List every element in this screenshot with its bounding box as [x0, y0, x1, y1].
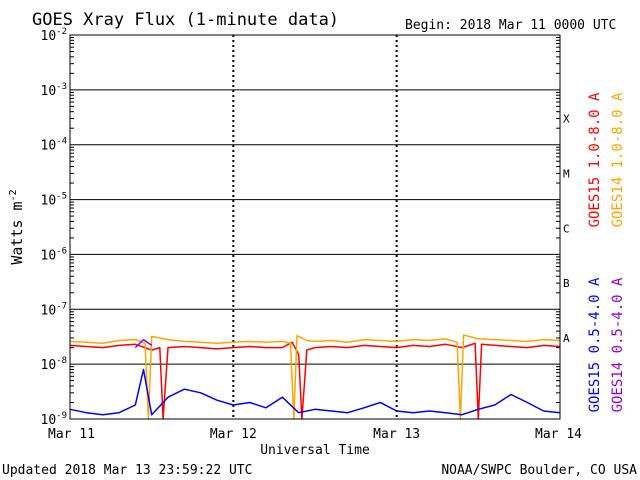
y-axis-label: Watts m-2	[8, 189, 26, 264]
legend-entry: GOES14 0.5-4.0 A	[610, 277, 626, 412]
y-tick-label: 10-3	[41, 82, 68, 99]
updated-timestamp: Updated 2018 Mar 13 23:59:22 UTC	[2, 463, 252, 478]
x-tick-label: Mar 13	[373, 427, 420, 442]
chart-title: GOES Xray Flux (1-minute data)	[32, 10, 339, 30]
y-tick-label: 10-9	[41, 411, 68, 428]
y-tick-label: 10-5	[41, 192, 68, 209]
legend-entry: GOES14 1.0-8.0 A	[610, 92, 626, 227]
y-tick-label: 10-8	[41, 356, 68, 373]
flare-class-labels: A B C M X	[563, 113, 570, 345]
x-axis-label: Universal Time	[260, 443, 370, 458]
flare-class-label: C	[563, 222, 570, 235]
y-tick-label: 10-2	[41, 27, 68, 44]
y-tick-label: 10-4	[41, 137, 68, 154]
y-tick-label: 10-7	[41, 301, 68, 318]
y-tick-labels: 10-9 10-8 10-7 10-6 10-5 10-4 10-3 10-2	[41, 27, 68, 428]
flare-class-label: M	[563, 167, 570, 180]
legend-entry: GOES15 1.0-8.0 A	[587, 92, 603, 227]
x-tick-labels: Mar 11 Mar 12 Mar 13 Mar 14	[48, 427, 582, 442]
flare-class-label: X	[563, 113, 570, 126]
series-line	[69, 334, 561, 420]
series-line	[134, 338, 153, 349]
x-tick-label: Mar 12	[210, 427, 257, 442]
flare-class-label: A	[563, 332, 570, 345]
series-line	[69, 341, 561, 420]
legend-entry: GOES15 0.5-4.0 A	[587, 277, 603, 412]
series-layer	[69, 334, 561, 420]
grid	[70, 35, 560, 419]
series-line	[69, 368, 561, 416]
legend: GOES15 1.0-8.0 A GOES14 1.0-8.0 A GOES15 0…	[587, 92, 626, 412]
plot-frame	[69, 34, 561, 420]
x-tick-label: Mar 14	[535, 427, 582, 442]
source-label: NOAA/SWPC Boulder, CO USA	[441, 463, 637, 478]
y-tick-label: 10-6	[41, 246, 68, 263]
begin-label: Begin: 2018 Mar 11 0000 UTC	[405, 18, 616, 33]
flare-class-label: B	[563, 277, 570, 290]
x-tick-label: Mar 11	[48, 427, 95, 442]
